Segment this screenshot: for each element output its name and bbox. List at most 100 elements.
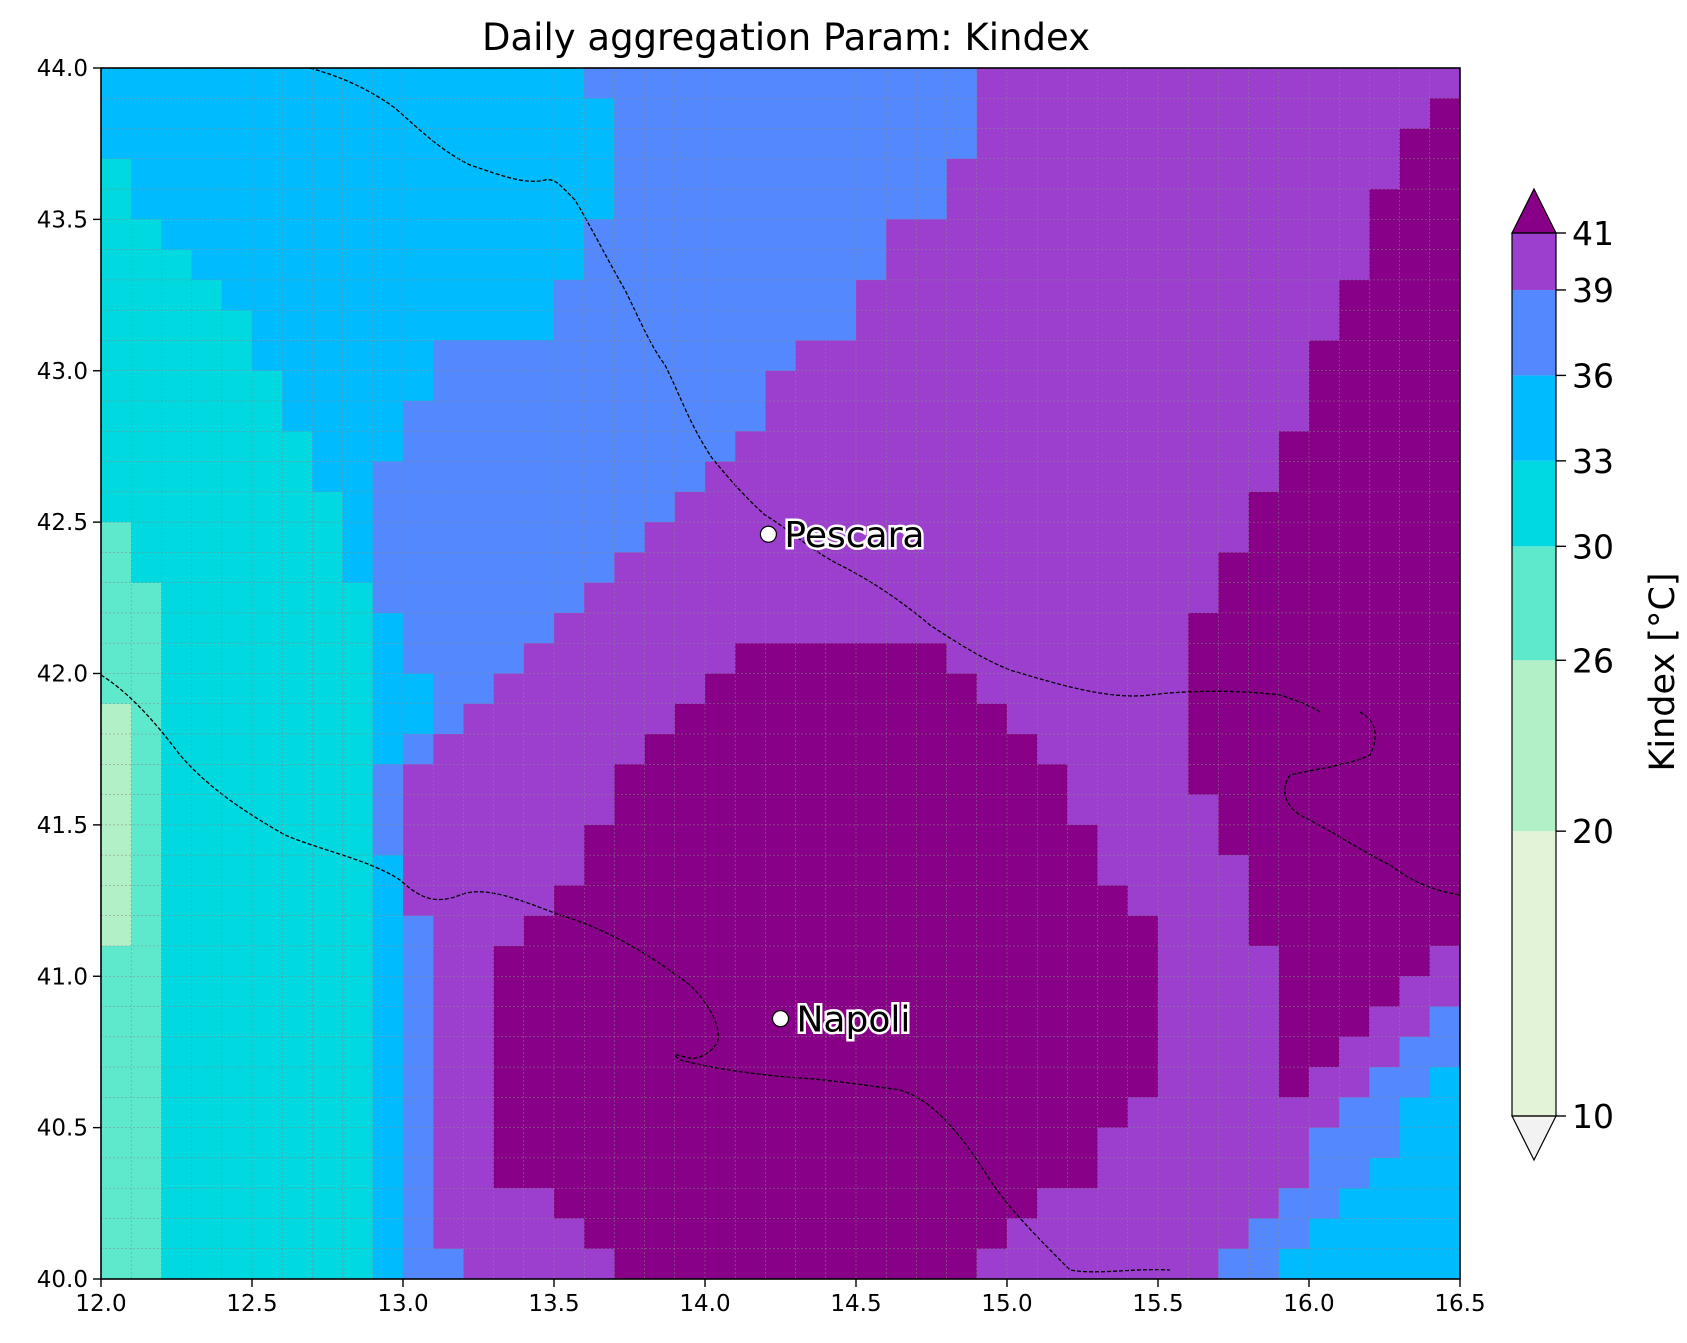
heatmap-cell (1339, 734, 1370, 765)
heatmap-cell (1127, 189, 1159, 220)
heatmap-cell (342, 552, 374, 584)
heatmap-cell (101, 885, 132, 917)
heatmap-cell (131, 764, 162, 795)
heatmap-cell (131, 1097, 162, 1129)
heatmap-cell (433, 310, 464, 341)
heatmap-cell (1037, 128, 1068, 160)
heatmap-cell (282, 794, 313, 826)
heatmap-cell (584, 945, 615, 977)
heatmap-cell (1188, 824, 1219, 856)
heatmap-cell (1399, 764, 1431, 795)
heatmap-cell (765, 1127, 796, 1159)
heatmap-cell (403, 522, 434, 553)
heatmap-cell (674, 703, 706, 735)
heatmap-cell (1097, 1157, 1129, 1189)
heatmap-cell (342, 1127, 374, 1159)
heatmap-cell (886, 764, 917, 795)
heatmap-cell (1158, 310, 1189, 341)
heatmap-cell (252, 279, 283, 311)
heatmap-cell (1158, 370, 1189, 402)
heatmap-cell (946, 522, 978, 553)
heatmap-cell (1369, 189, 1400, 220)
heatmap-cell (282, 1036, 313, 1068)
heatmap-cell (825, 1218, 857, 1250)
heatmap-cell (372, 491, 404, 523)
heatmap-cell (765, 945, 796, 977)
heatmap-cell (342, 1157, 374, 1189)
heatmap-cell (1037, 734, 1068, 765)
heatmap-cell (1097, 612, 1129, 644)
heatmap-cell (886, 1188, 917, 1219)
heatmap-cell (1339, 1248, 1370, 1280)
heatmap-cell (1218, 189, 1249, 220)
heatmap-cell (1158, 219, 1189, 251)
heatmap-cell (463, 945, 494, 977)
heatmap-cell (1399, 491, 1431, 523)
heatmap-cell (342, 431, 374, 462)
heatmap-cell (644, 431, 676, 462)
heatmap-cell (493, 885, 525, 917)
heatmap-cell (252, 794, 283, 826)
heatmap-cell (1037, 945, 1068, 977)
heatmap-cell (1067, 976, 1098, 1007)
heatmap-cell (1097, 340, 1129, 372)
heatmap-cell (1067, 643, 1098, 674)
heatmap-cell (1158, 552, 1189, 584)
heatmap-cell (1218, 1157, 1249, 1189)
heatmap-cell (161, 158, 192, 190)
heatmap-cell (916, 461, 947, 493)
heatmap-cell (1339, 310, 1370, 341)
heatmap-cell (674, 310, 706, 341)
heatmap-cell (523, 1157, 555, 1189)
heatmap-cell (795, 1157, 827, 1189)
heatmap-cell (856, 68, 887, 99)
heatmap-cell (312, 189, 343, 220)
heatmap-cell (493, 612, 525, 644)
heatmap-cell (1369, 340, 1400, 372)
heatmap-cell (433, 128, 464, 160)
heatmap-cell (644, 279, 676, 311)
heatmap-cell (946, 219, 978, 251)
heatmap-cell (825, 431, 857, 462)
heatmap-cell (1007, 219, 1038, 251)
heatmap-cell (614, 1157, 645, 1189)
heatmap-cell (554, 976, 585, 1007)
heatmap-cell (161, 1218, 192, 1250)
heatmap-cell (705, 340, 736, 372)
heatmap-cell (705, 673, 736, 705)
heatmap-cell (584, 1036, 615, 1068)
heatmap-cell (1429, 824, 1461, 856)
heatmap-cell (1278, 945, 1310, 977)
heatmap-cell (1278, 249, 1310, 281)
heatmap-cell (735, 98, 766, 129)
heatmap-cell (493, 249, 525, 281)
heatmap-cell (705, 915, 736, 947)
heatmap-cell (825, 522, 857, 553)
heatmap-cell (1218, 1036, 1249, 1068)
heatmap-cell (946, 1006, 978, 1038)
heatmap-cell (161, 491, 192, 523)
heatmap-cell (1097, 915, 1129, 947)
heatmap-cell (1007, 734, 1038, 765)
heatmap-cell (1278, 128, 1310, 160)
heatmap-cell (1399, 1188, 1431, 1219)
heatmap-cell (1127, 976, 1159, 1007)
heatmap-cell (282, 158, 313, 190)
heatmap-cell (1429, 1067, 1461, 1098)
heatmap-cell (1429, 158, 1461, 190)
heatmap-cell (976, 158, 1008, 190)
heatmap-cell (1127, 764, 1159, 795)
heatmap-cell (1097, 824, 1129, 856)
heatmap-cell (1127, 279, 1159, 311)
heatmap-cell (403, 582, 434, 614)
heatmap-cell (493, 1006, 525, 1038)
heatmap-cell (252, 643, 283, 674)
heatmap-cell (705, 522, 736, 553)
heatmap-cell (886, 461, 917, 493)
heatmap-cell (1278, 1157, 1310, 1189)
heatmap-cell (1248, 1006, 1280, 1038)
heatmap-cell (523, 522, 555, 553)
heatmap-cell (795, 219, 827, 251)
heatmap-cell (614, 976, 645, 1007)
heatmap-cell (705, 279, 736, 311)
